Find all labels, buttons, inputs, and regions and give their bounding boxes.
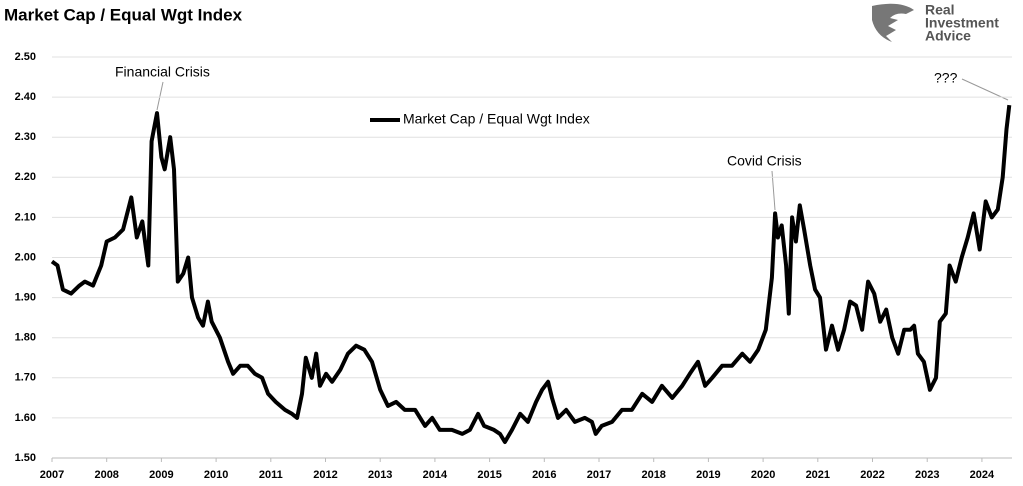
logo-icon: [872, 3, 914, 42]
y-tick-label: 2.00: [15, 251, 36, 263]
x-tick-label: 2013: [368, 469, 392, 481]
x-tick-label: 2012: [313, 469, 337, 481]
x-tick-label: 2018: [641, 469, 665, 481]
x-tick-label: 2009: [149, 469, 173, 481]
x-tick-label: 2010: [204, 469, 228, 481]
y-tick-label: 2.40: [15, 91, 36, 103]
chart-title: Market Cap / Equal Wgt Index: [4, 5, 243, 24]
logo-text: Real: [925, 2, 955, 18]
x-tick-label: 2019: [696, 469, 720, 481]
y-tick-label: 2.50: [15, 51, 36, 63]
annotation-pointer: [156, 81, 164, 111]
x-tick-label: 2022: [860, 469, 884, 481]
series-line: [50, 104, 1012, 444]
y-tick-label: 1.80: [15, 332, 36, 344]
logo-text: Investment: [925, 15, 999, 31]
annotation: ???: [934, 70, 958, 86]
y-tick-label: 1.60: [15, 412, 36, 424]
x-tick-label: 2011: [259, 469, 283, 481]
annotation-pointer: [961, 78, 1009, 101]
y-tick-label: 1.50: [15, 452, 36, 464]
x-tick-label: 2023: [915, 469, 939, 481]
annotation: Financial Crisis: [115, 64, 210, 80]
y-tick-label: 1.90: [15, 292, 36, 304]
x-tick-label: 2008: [94, 469, 118, 481]
y-tick-label: 1.70: [15, 372, 36, 384]
x-tick-label: 2014: [423, 469, 448, 481]
logo: Real Investment Advice: [872, 2, 999, 44]
x-tick-label: 2024: [970, 469, 995, 481]
y-tick-label: 2.10: [15, 211, 36, 223]
x-tick-label: 2017: [587, 469, 611, 481]
annotation: Covid Crisis: [727, 153, 802, 169]
y-tick-label: 2.30: [15, 131, 36, 143]
logo-text: Advice: [925, 28, 971, 44]
x-tick-label: 2007: [40, 469, 64, 481]
x-tick-label: 2015: [477, 469, 501, 481]
x-tick-label: 2021: [806, 469, 830, 481]
x-tick-label: 2016: [532, 469, 556, 481]
x-tick-label: 2020: [751, 469, 775, 481]
legend-label: Market Cap / Equal Wgt Index: [403, 111, 590, 127]
y-tick-label: 2.20: [15, 171, 36, 183]
